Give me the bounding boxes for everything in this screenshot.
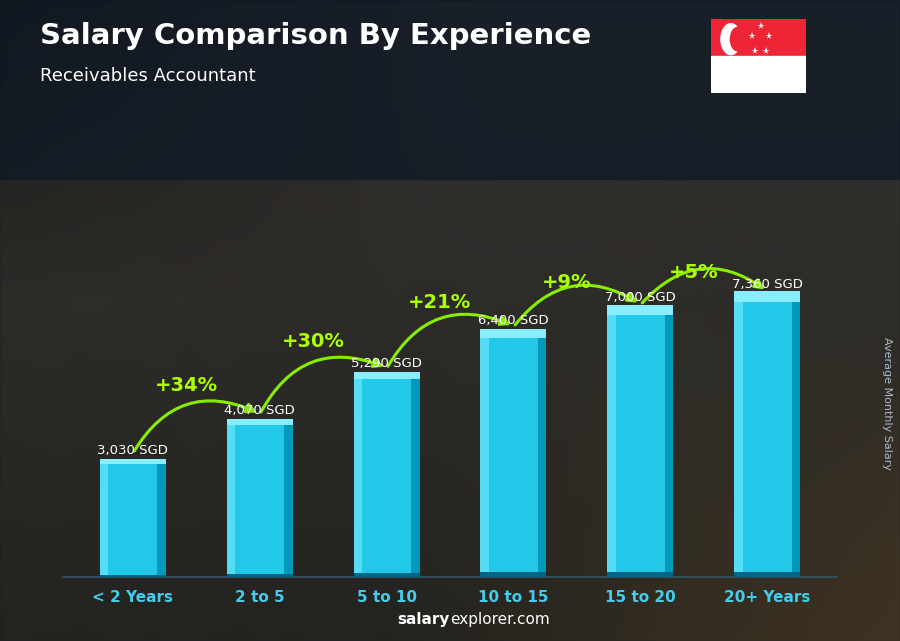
Bar (481, 329, 546, 338)
Bar (734, 572, 800, 577)
Bar (608, 572, 673, 577)
Text: +21%: +21% (409, 293, 472, 312)
Bar (481, 572, 546, 577)
Bar (792, 295, 800, 577)
Bar (481, 331, 489, 577)
Bar (354, 374, 419, 577)
Bar (227, 419, 292, 425)
Bar (711, 56, 806, 93)
Bar (734, 295, 800, 577)
Text: 5,290 SGD: 5,290 SGD (351, 357, 422, 370)
Text: +30%: +30% (282, 332, 345, 351)
Bar (100, 460, 166, 463)
Text: +34%: +34% (155, 376, 218, 395)
Circle shape (731, 28, 745, 51)
Text: +5%: +5% (669, 263, 718, 281)
Bar (284, 421, 292, 577)
Bar (227, 421, 292, 577)
Bar (734, 295, 742, 577)
Bar (354, 573, 419, 577)
Bar (608, 309, 616, 577)
Bar (100, 575, 166, 577)
Bar (100, 461, 166, 577)
Text: 4,070 SGD: 4,070 SGD (224, 404, 295, 417)
Text: Salary Comparison By Experience: Salary Comparison By Experience (40, 22, 592, 51)
Bar (665, 309, 673, 577)
Text: 6,400 SGD: 6,400 SGD (478, 315, 549, 328)
Bar (608, 305, 673, 315)
Text: 7,360 SGD: 7,360 SGD (732, 278, 803, 290)
Text: +9%: +9% (542, 273, 591, 292)
Bar (608, 309, 673, 577)
Bar (711, 19, 806, 56)
Bar (538, 331, 546, 577)
Text: Average Monthly Salary: Average Monthly Salary (881, 337, 892, 470)
Bar (158, 461, 166, 577)
Bar (354, 372, 419, 379)
Bar (354, 374, 362, 577)
Bar (100, 461, 108, 577)
Bar (411, 374, 419, 577)
Bar (227, 574, 292, 577)
Circle shape (721, 24, 741, 54)
Bar (734, 291, 800, 302)
Text: Receivables Accountant: Receivables Accountant (40, 67, 256, 85)
Text: 7,000 SGD: 7,000 SGD (605, 292, 676, 304)
Text: salary: salary (398, 612, 450, 627)
Bar (0, 0, 900, 179)
Bar (227, 421, 235, 577)
Text: explorer.com: explorer.com (450, 612, 550, 627)
Bar (481, 331, 546, 577)
Text: 3,030 SGD: 3,030 SGD (97, 444, 168, 456)
